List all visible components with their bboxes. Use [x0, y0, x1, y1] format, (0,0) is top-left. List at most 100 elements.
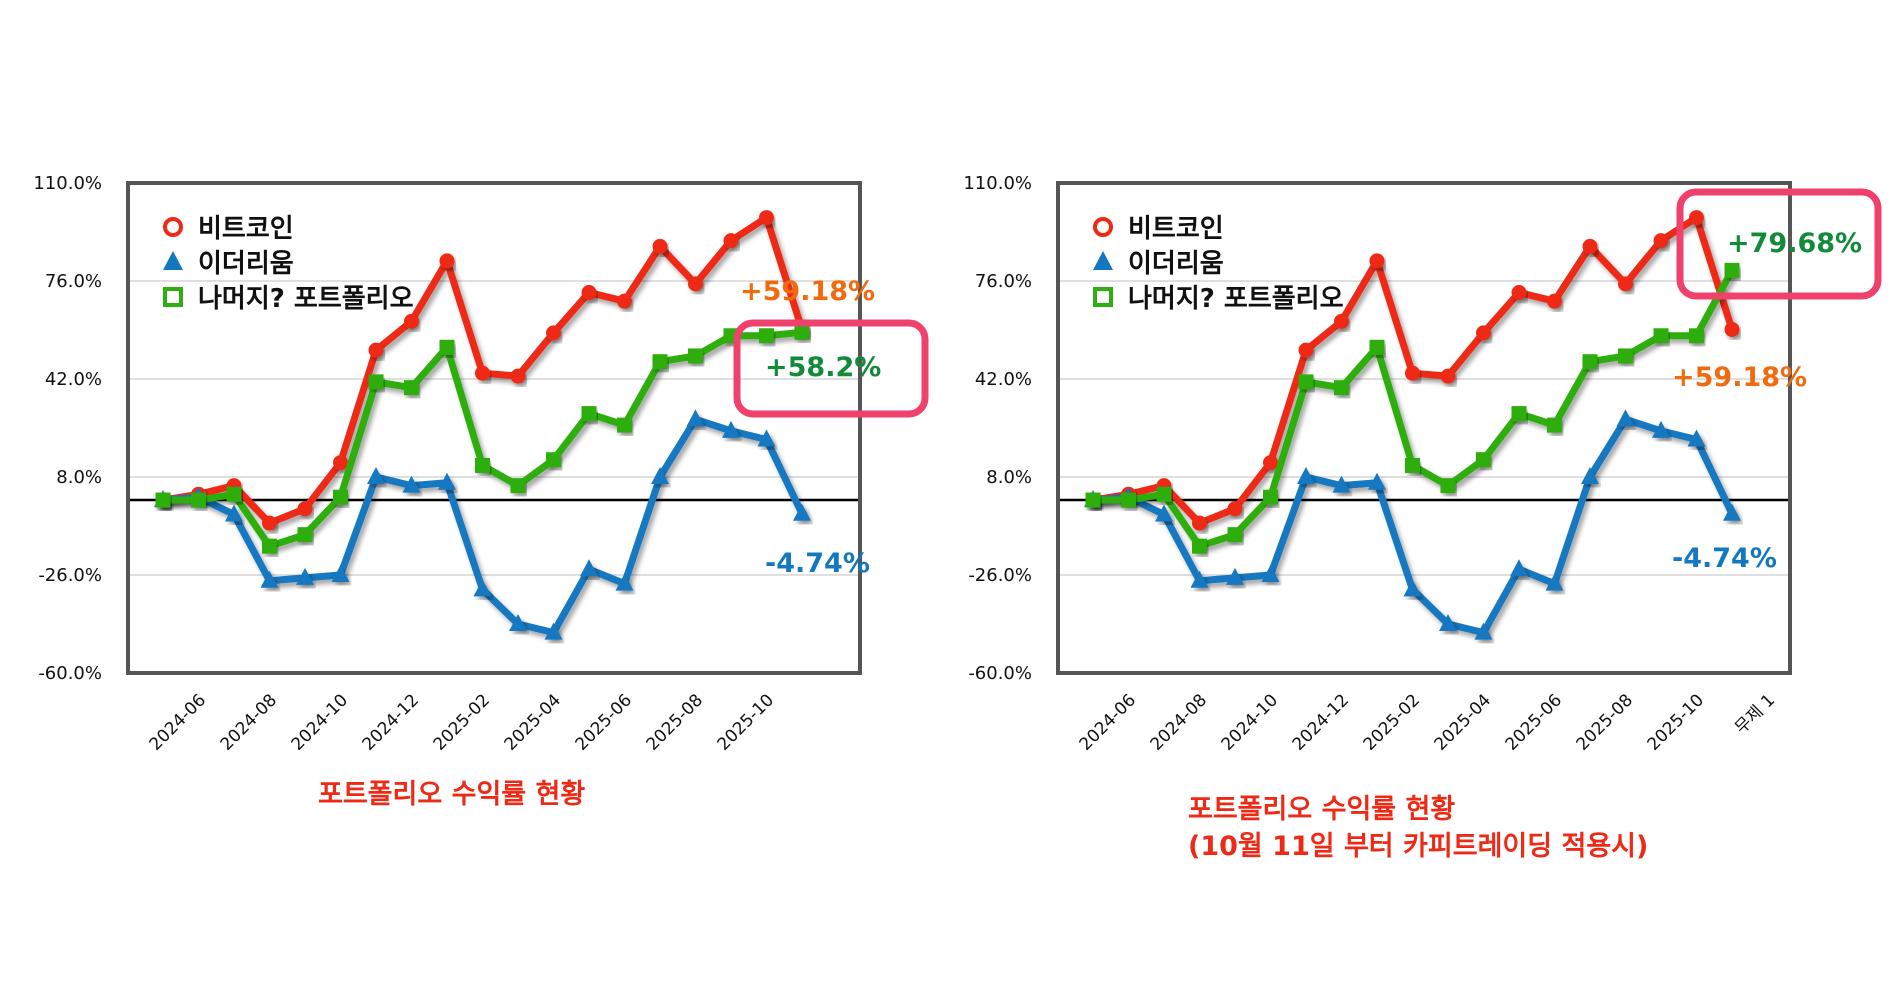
chart1-point-ethereum	[225, 504, 243, 522]
chart1-value-annotation: -4.74%	[765, 548, 870, 579]
chart1-point-ethereum	[544, 622, 563, 640]
chart1-point-ethereum	[722, 420, 740, 438]
chart2-point-bitcoin	[1369, 253, 1385, 269]
chart2-x-tick-label: 2024-12	[1289, 690, 1353, 754]
chart1-y-tick-label: 8.0%	[56, 467, 102, 488]
chart1-point-bitcoin	[297, 501, 313, 517]
chart1-x-tick-label: 2025-02	[430, 690, 494, 754]
chart2-point-ethereum	[1368, 472, 1386, 490]
chart2-point-rest	[1298, 374, 1314, 390]
chart2-point-rest	[1440, 478, 1456, 494]
chart2-plot-area	[1058, 183, 1790, 673]
chart1-point-bitcoin	[404, 313, 419, 329]
chart1-point-rest	[688, 348, 703, 364]
chart2-point-bitcoin	[1440, 368, 1456, 384]
chart1-point-bitcoin	[652, 238, 668, 254]
chart1-legend-circle-icon	[163, 217, 183, 237]
chart2-point-bitcoin	[1192, 515, 1207, 531]
chart2-y-tick-label: 8.0%	[986, 467, 1032, 488]
chart2-point-bitcoin	[1476, 325, 1491, 341]
chart2-point-rest	[1547, 417, 1562, 433]
chart1-point-bitcoin	[688, 276, 703, 292]
chart1-y-tick-label: 42.0%	[45, 369, 102, 390]
chart1-x-tick-label: 2025-10	[714, 690, 778, 754]
chart1-point-rest	[475, 457, 490, 473]
chart1-point-bitcoin	[759, 210, 774, 226]
chart1-plot-frame	[126, 181, 862, 675]
chart2-point-ethereum	[1545, 573, 1564, 591]
chart1-point-rest	[191, 492, 206, 508]
chart1-y-tick-label: -60.0%	[38, 663, 102, 684]
chart1-point-bitcoin	[439, 253, 455, 269]
chart1-point-ethereum	[509, 614, 527, 631]
chart2-y-tick-label: -60.0%	[968, 663, 1032, 684]
chart2-point-ethereum	[1474, 622, 1493, 640]
chart1-point-bitcoin	[368, 342, 384, 358]
chart2-x-tick-label: 2025-08	[1573, 690, 1637, 754]
chart1-point-ethereum	[615, 573, 634, 591]
chart1-point-rest	[368, 374, 384, 390]
chart2-point-rest	[1618, 348, 1633, 364]
chart2-x-tick-label: 2024-06	[1076, 690, 1140, 754]
chart2-value-annotation: -4.74%	[1672, 543, 1777, 574]
chart2-point-bitcoin	[1582, 238, 1598, 254]
chart1-point-bitcoin	[475, 365, 490, 381]
chart2-point-rest	[1476, 452, 1491, 468]
chart1-point-rest	[546, 452, 561, 468]
chart2-point-ethereum	[1687, 429, 1706, 447]
chart2-x-tick-label: 무제 1	[1731, 690, 1779, 738]
chart2-point-rest	[1227, 527, 1243, 543]
chart1-point-bitcoin	[617, 293, 632, 309]
chart2-point-rest	[1121, 492, 1136, 508]
chart2-point-ethereum	[1652, 420, 1670, 438]
chart2-point-ethereum	[1510, 559, 1528, 577]
chart2-caption-line2: (10월 11일 부터 카피트레이딩 적용시)	[1188, 831, 1648, 862]
chart2-point-rest	[1156, 486, 1172, 502]
chart1-point-ethereum	[757, 429, 776, 447]
chart2-x-tick-label: 2024-10	[1218, 690, 1282, 754]
chart2-point-bitcoin	[1618, 276, 1633, 292]
chart2-point-rest	[1263, 489, 1278, 505]
chart1-x-tick-label: 2025-06	[572, 690, 636, 754]
chart2-point-rest	[1511, 406, 1527, 422]
chart1-legend-label: 비트코인	[198, 214, 294, 244]
chart2-point-ethereum	[1226, 567, 1244, 585]
chart2-x-tick-label: 2025-10	[1644, 690, 1708, 754]
chart1-point-ethereum	[793, 503, 811, 521]
chart1-point-rest	[262, 538, 277, 554]
chart1-point-rest	[581, 406, 597, 422]
chart2-point-bitcoin	[1511, 285, 1527, 301]
chart2-point-bitcoin	[1334, 313, 1349, 329]
chart1-x-tick-label: 2024-12	[359, 690, 423, 754]
chart-right: 110.0%76.0%42.0%8.0%-26.0%-60.0%2024-06 2…	[963, 173, 1882, 862]
chart1-x-tick-label: 2024-06	[146, 690, 210, 754]
chart1-point-rest	[404, 380, 419, 396]
chart1-point-rest	[155, 492, 171, 508]
chart1-legend-label: 이더리움	[198, 249, 294, 279]
chart2-x-tick-label: 2025-06	[1502, 690, 1566, 754]
chart2-value-annotation: +59.18%	[1672, 362, 1807, 393]
chart2-point-rest	[1192, 538, 1207, 554]
chart-left: 110.0%76.0%42.0%8.0%-26.0%-60.0%2024-06 2…	[33, 173, 929, 810]
chart1-legend-square-icon	[163, 287, 183, 307]
chart1-caption: 포트폴리오 수익률 현황	[318, 779, 585, 810]
chart1-point-rest	[297, 527, 313, 543]
chart2-point-ethereum	[1616, 409, 1635, 427]
chart1-x-tick-label: 2025-08	[643, 690, 707, 754]
chart2-legend-square-icon	[1093, 287, 1113, 307]
chart2-point-bitcoin	[1689, 210, 1704, 226]
chart1-point-ethereum	[402, 475, 421, 493]
chart1-y-tick-label: -26.0%	[38, 565, 102, 586]
chart1-point-ethereum	[686, 409, 705, 427]
chart1-point-bitcoin	[262, 515, 277, 531]
chart1-highlight-box	[733, 319, 929, 418]
chart2-legend-triangle-icon	[1093, 251, 1113, 270]
chart2-point-rest	[1724, 262, 1740, 278]
chart2-legend-circle-icon	[1093, 217, 1113, 237]
chart2-point-ethereum	[1723, 503, 1741, 521]
chart1-y-tick-label: 76.0%	[45, 271, 102, 292]
chart1-point-rest	[439, 339, 455, 355]
chart1-point-bitcoin	[333, 455, 348, 471]
chart2-point-ethereum	[1581, 467, 1599, 484]
